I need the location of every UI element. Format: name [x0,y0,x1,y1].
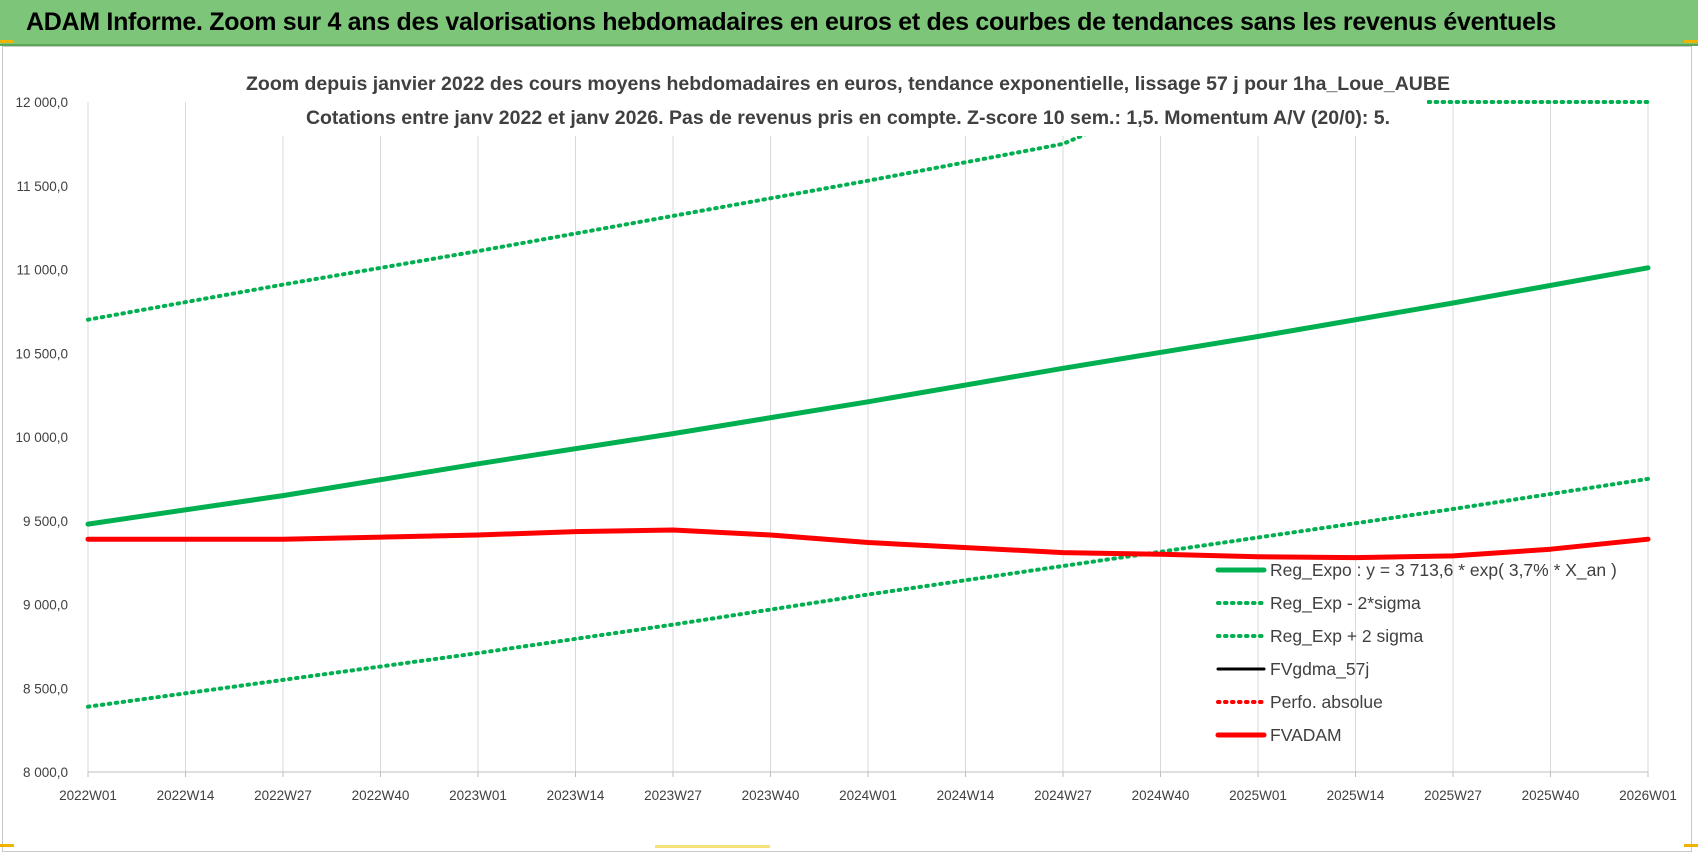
corner-marker-bottom-right [1684,844,1698,847]
x-tick-label: 2023W14 [547,788,605,803]
legend-label: Reg_Exp - 2*sigma [1270,593,1421,614]
chart-frame [2,46,1692,852]
x-tick-label: 2026W01 [1619,788,1677,803]
chart-subtitle: Cotations entre janv 2022 et janv 2026. … [306,107,1390,129]
y-tick-label: 8 500,0 [23,681,68,696]
x-tick-label: 2024W01 [839,788,897,803]
y-axis-ticks: 12 000,0 11 500,0 11 000,0 10 500,0 10 000,0… [15,95,68,780]
x-tick-label: 2023W40 [742,788,800,803]
y-tick-label: 9 000,0 [23,598,68,613]
x-tick-label: 2025W27 [1424,788,1482,803]
legend: Reg_Expo : y = 3 713,6 * exp( 3,7% * X_a… [1215,560,1617,745]
y-tick-label: 11 500,0 [16,179,68,194]
corner-marker-top-left [0,40,14,43]
x-axis-ticks: 2022W01 2022W14 2022W27 2022W40 2023W01 2023W… [59,788,1677,803]
legend-label: Perfo. absolue [1270,692,1383,712]
chart-title: Zoom depuis janvier 2022 des cours moyen… [246,73,1450,95]
x-tick-label: 2022W40 [352,788,410,803]
x-tick-label: 2024W40 [1132,788,1190,803]
legend-label: FVgdma_57j [1270,659,1369,680]
y-tick-label: 11 000,0 [16,263,68,278]
y-tick-label: 12 000,0 [15,95,68,110]
x-tick-label: 2024W14 [937,788,995,803]
y-tick-label: 10 500,0 [15,346,68,361]
x-tick-label: 2024W27 [1034,788,1092,803]
header-banner: ADAM Informe. Zoom sur 4 ans des valoris… [0,0,1698,46]
x-tick-label: 2023W27 [644,788,702,803]
corner-marker-bottom-left [0,844,14,847]
x-tick-label: 2023W01 [449,788,507,803]
series-line [85,265,1651,527]
legend-label: Reg_Exp + 2 sigma [1270,626,1423,647]
x-tick-label: 2025W14 [1327,788,1385,803]
title-background [255,62,1427,136]
legend-label: FVADAM [1270,725,1342,745]
series-line [86,476,1650,709]
series-line [85,527,1651,561]
series-layer [85,100,1651,709]
corner-marker-top-right [1684,40,1698,43]
legend-label: Reg_Expo : y = 3 713,6 * exp( 3,7% * X_a… [1270,560,1617,581]
x-tick-label: 2025W40 [1522,788,1580,803]
x-tick-label: 2025W01 [1229,788,1287,803]
page-title: ADAM Informe. Zoom sur 4 ans des valoris… [26,8,1556,36]
y-tick-label: 9 500,0 [23,514,68,529]
x-tick-label: 2022W14 [157,788,215,803]
gridlines [87,102,1649,777]
x-tick-label: 2022W01 [59,788,117,803]
x-tick-label: 2022W27 [254,788,312,803]
selection-handle-bottom [655,845,770,848]
y-tick-label: 10 000,0 [15,430,68,445]
y-tick-label: 8 000,0 [23,765,68,780]
